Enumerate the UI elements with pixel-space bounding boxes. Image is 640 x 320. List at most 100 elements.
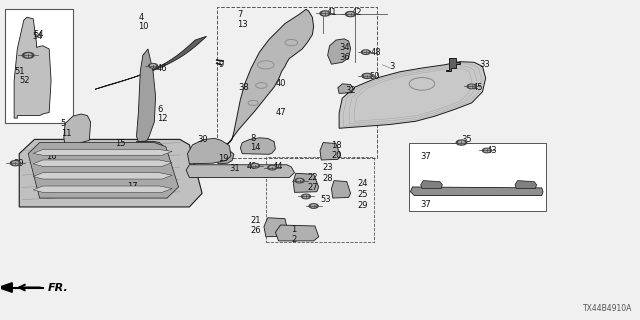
Text: 20: 20 [332,151,342,160]
Text: 9: 9 [218,60,223,69]
Polygon shape [33,160,172,166]
Text: 5: 5 [61,119,66,128]
Circle shape [483,148,492,153]
Circle shape [364,51,369,53]
Text: 15: 15 [115,139,125,148]
Polygon shape [320,142,340,160]
Polygon shape [217,150,234,164]
Polygon shape [188,139,231,164]
Circle shape [301,194,310,199]
Text: TX44B4910A: TX44B4910A [583,304,632,313]
Text: 4: 4 [138,13,143,22]
Text: 7: 7 [237,10,243,19]
Polygon shape [28,142,179,198]
Polygon shape [225,9,314,147]
Circle shape [150,65,156,67]
Text: 45: 45 [473,83,483,92]
Polygon shape [136,49,156,142]
Bar [409,142,546,211]
Polygon shape [338,84,353,93]
Text: 2: 2 [291,236,296,244]
Text: 14: 14 [250,143,260,152]
Polygon shape [515,180,537,188]
Circle shape [269,166,275,169]
Text: 43: 43 [487,146,497,155]
Text: 35: 35 [461,135,472,144]
Circle shape [323,12,328,15]
Text: 8: 8 [250,134,255,143]
Text: 16: 16 [46,152,56,161]
Text: 41: 41 [326,8,337,17]
Text: 53: 53 [320,195,331,204]
Text: 46: 46 [156,63,167,73]
Text: 1: 1 [291,225,296,234]
Circle shape [309,204,318,208]
Circle shape [346,12,356,17]
Text: 31: 31 [230,164,240,173]
Circle shape [295,178,304,183]
Text: 32: 32 [346,86,356,95]
Text: 25: 25 [357,190,367,199]
Polygon shape [339,62,486,128]
Text: 52: 52 [19,76,29,85]
Circle shape [297,180,302,182]
Circle shape [459,141,464,144]
Text: 11: 11 [61,130,71,139]
Text: 38: 38 [239,83,249,92]
Circle shape [364,75,370,77]
Bar [4,9,74,123]
Polygon shape [33,173,172,179]
Polygon shape [332,180,351,198]
Text: 36: 36 [339,53,350,62]
Polygon shape [186,165,294,178]
Text: 18: 18 [332,141,342,150]
Text: 22: 22 [307,173,317,182]
Text: 40: 40 [275,79,286,88]
Polygon shape [33,186,172,192]
Circle shape [469,85,474,88]
Polygon shape [264,218,288,237]
Circle shape [348,13,353,15]
Circle shape [268,165,276,170]
Text: 29: 29 [357,201,367,210]
Text: 10: 10 [138,22,149,31]
Text: 50: 50 [370,72,380,81]
Circle shape [467,84,476,89]
Polygon shape [446,59,460,70]
Text: 48: 48 [371,48,381,57]
Text: 24: 24 [357,179,367,188]
Circle shape [13,162,18,164]
Text: 54: 54 [33,30,44,39]
Text: 33: 33 [479,60,490,69]
Circle shape [303,195,308,198]
Circle shape [10,161,20,166]
Text: 37: 37 [420,200,431,209]
Text: 28: 28 [322,174,333,183]
Circle shape [456,140,467,145]
Text: 19: 19 [218,154,228,163]
Polygon shape [420,180,442,188]
Polygon shape [410,187,543,196]
Text: 17: 17 [127,182,138,191]
Circle shape [311,205,316,207]
Polygon shape [275,225,319,241]
Text: 26: 26 [250,226,260,235]
Circle shape [484,149,490,152]
Circle shape [362,73,372,78]
Circle shape [148,64,157,68]
Text: 54: 54 [32,32,42,41]
Polygon shape [33,149,172,155]
Text: 6: 6 [157,105,163,114]
Text: 21: 21 [250,216,260,225]
Text: 47: 47 [275,108,286,117]
Text: 42: 42 [352,8,362,17]
Text: 27: 27 [307,183,318,192]
Polygon shape [14,17,51,118]
Polygon shape [328,39,351,64]
Text: 49: 49 [246,162,257,171]
Circle shape [253,164,257,167]
Polygon shape [293,173,319,192]
Text: 34: 34 [339,43,349,52]
Text: 3: 3 [389,62,394,71]
Polygon shape [19,140,202,207]
